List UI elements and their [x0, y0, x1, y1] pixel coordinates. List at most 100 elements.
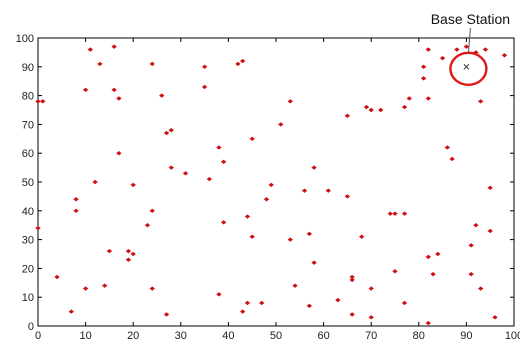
- data-point: [159, 93, 165, 98]
- data-point: [392, 211, 398, 216]
- data-point: [487, 185, 493, 190]
- x-tick-label: 50: [270, 330, 282, 342]
- data-point: [468, 243, 474, 248]
- x-tick-label: 0: [35, 330, 41, 342]
- data-point: [301, 188, 308, 193]
- data-point: [144, 223, 151, 228]
- data-point: [368, 286, 374, 291]
- data-point: [101, 283, 108, 288]
- y-tick-label: 10: [22, 292, 34, 304]
- y-tick-label: 80: [22, 91, 34, 103]
- data-point: [278, 122, 284, 127]
- y-tick-label: 60: [22, 148, 34, 160]
- data-point: [406, 96, 412, 101]
- data-point: [478, 99, 484, 104]
- data-point: [344, 194, 351, 199]
- data-point: [116, 96, 122, 101]
- data-point: [349, 274, 355, 280]
- data-point: [168, 165, 174, 170]
- data-point: [244, 214, 251, 219]
- x-tick-label: 40: [222, 330, 234, 342]
- data-point: [111, 87, 117, 93]
- data-point: [92, 179, 98, 185]
- data-point: [82, 87, 89, 93]
- data-point: [235, 61, 241, 67]
- ticks-layer: 0 10 20 30 40 50 60 70 80 90 100 0 10 20 30 40 50 60 70 80 9…: [16, 33, 520, 342]
- data-point: [149, 208, 155, 213]
- data-point: [292, 283, 298, 288]
- x-tick-label: 70: [365, 330, 377, 342]
- data-point: [54, 274, 60, 280]
- base-station-circle: [449, 51, 488, 87]
- data-point: [439, 55, 446, 61]
- data-point: [259, 300, 265, 306]
- base-station-pointer: [467, 27, 471, 53]
- data-point: [454, 47, 460, 52]
- data-point: [325, 188, 332, 193]
- y-tick-label: 90: [22, 62, 34, 74]
- data-point: [244, 300, 251, 306]
- data-point: [487, 228, 493, 234]
- data-point: [430, 271, 436, 277]
- data-point: [425, 254, 431, 260]
- y-tick-label: 40: [22, 206, 34, 218]
- data-point: [40, 99, 46, 104]
- data-point: [149, 61, 155, 67]
- data-point: [130, 182, 136, 188]
- data-point: [478, 286, 484, 291]
- data-point: [501, 53, 508, 58]
- data-point: [216, 145, 222, 150]
- data-point: [311, 165, 317, 170]
- data-point: [106, 248, 113, 254]
- data-point: [306, 231, 312, 237]
- data-point: [163, 312, 170, 317]
- data-point: [97, 61, 103, 67]
- data-point: [335, 297, 341, 303]
- data-point: [220, 220, 227, 225]
- data-point: [268, 182, 274, 188]
- data-point: [220, 159, 227, 165]
- data-point: [249, 136, 255, 141]
- data-point: [125, 248, 132, 254]
- data-point: [449, 156, 455, 162]
- data-point: [163, 130, 170, 136]
- x-tick-label: 100: [505, 330, 520, 342]
- y-tick-label: 100: [16, 33, 34, 45]
- data-point: [420, 76, 427, 81]
- data-point: [73, 208, 79, 213]
- data-point: [35, 225, 41, 231]
- x-tick-label: 30: [175, 330, 187, 342]
- data-point: [82, 286, 89, 291]
- data-point: [206, 176, 213, 182]
- base-station-label: Base Station: [431, 11, 510, 27]
- data-point: [425, 96, 431, 101]
- data-point: [425, 47, 431, 52]
- data-point: [240, 309, 246, 314]
- data-point: [287, 237, 293, 242]
- data-point: [201, 64, 208, 69]
- data-point: [468, 271, 474, 277]
- points-layer: [35, 44, 508, 326]
- data-point: [425, 320, 431, 326]
- x-tick-label: 20: [127, 330, 139, 342]
- x-tick-label: 60: [317, 330, 329, 342]
- data-point: [420, 64, 427, 69]
- base-station-marker: [463, 63, 470, 70]
- annotation-layer: Base Station: [431, 11, 510, 87]
- data-point: [349, 277, 355, 283]
- plot-frame: [37, 37, 515, 327]
- x-tick-label: 80: [413, 330, 425, 342]
- data-point: [182, 171, 189, 176]
- data-point: [435, 251, 441, 257]
- data-point: [216, 292, 222, 297]
- data-point: [311, 260, 317, 265]
- data-point: [87, 47, 94, 52]
- data-point: [401, 104, 408, 110]
- data-point: [201, 84, 208, 90]
- data-point: [306, 303, 312, 309]
- data-point: [349, 312, 355, 317]
- data-point: [249, 234, 255, 239]
- data-point: [392, 269, 398, 274]
- data-point: [149, 286, 155, 291]
